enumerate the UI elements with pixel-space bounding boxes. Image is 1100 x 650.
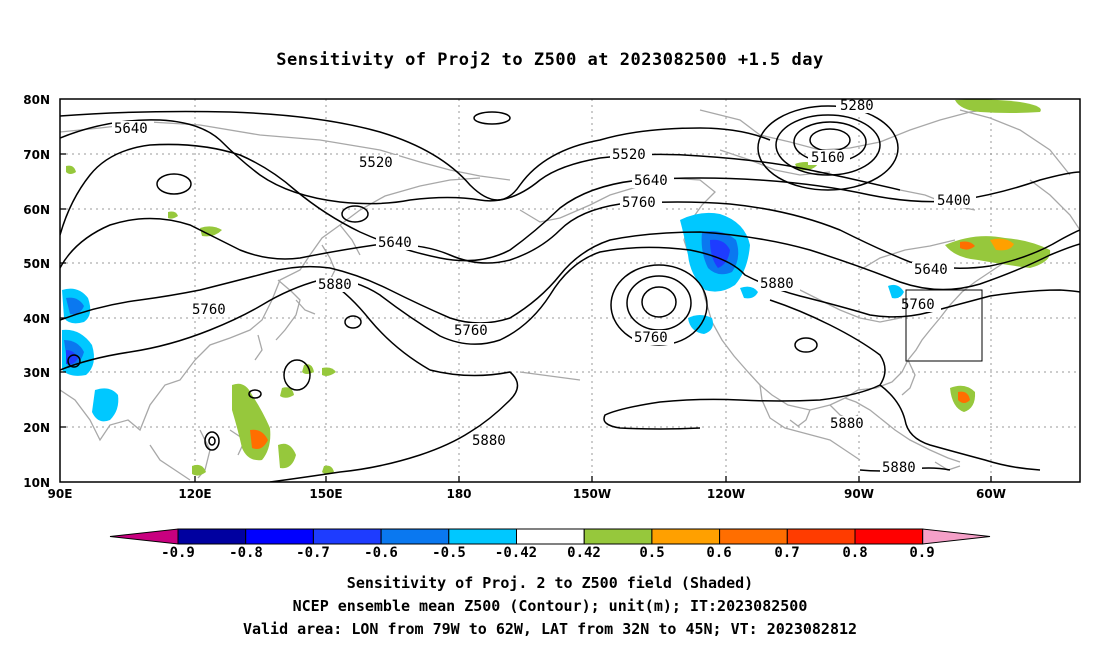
map-title: Sensitivity of Proj2 to Z500 at 20230825… — [276, 50, 824, 70]
caption-line-1: Sensitivity of Proj. 2 to Z500 field (Sh… — [346, 574, 754, 592]
coastlines — [60, 107, 1080, 481]
lon-label: 180 — [446, 487, 471, 501]
lon-label: 120W — [707, 487, 745, 501]
contour-labels: 5280 5160 5400 5520 5640 5760 5880 5640 … — [112, 98, 976, 476]
contour-label-5880d: 5880 — [828, 416, 870, 432]
contour-label-5760e: 5760 — [899, 297, 941, 313]
colorbar-swatch — [854, 528, 924, 545]
colorbar-labels: -0.9 -0.8 -0.7 -0.6 -0.5 -0.42 0.42 0.5 … — [161, 545, 935, 561]
colorbar — [109, 528, 991, 545]
colorbar-swatch — [245, 528, 314, 545]
longitude-labels: 90E 120E 150E 180 150W 120W 90W 60W — [48, 487, 1006, 501]
lat-label: 70N — [23, 148, 50, 162]
contour-label-5760b: 5760 — [190, 302, 232, 318]
svg-text:5760: 5760 — [454, 323, 488, 339]
lon-label: 150E — [309, 487, 342, 501]
axis-ticks — [60, 153, 992, 482]
lon-label: 120E — [178, 487, 211, 501]
valid-area-box — [905, 289, 983, 362]
contour-label-5760c: 5760 — [452, 323, 494, 339]
colorbar-swatch — [719, 528, 788, 545]
colorbar-label: -0.6 — [364, 545, 398, 561]
caption-line-2: NCEP ensemble mean Z500 (Contour); unit(… — [292, 597, 808, 615]
lat-label: 20N — [23, 421, 50, 435]
svg-text:5880: 5880 — [472, 433, 506, 449]
colorbar-swatch — [177, 528, 247, 545]
colorbar-label: -0.42 — [495, 545, 537, 561]
contour-label-5640d: 5640 — [912, 262, 954, 278]
colorbar-label: 0.42 — [567, 545, 601, 561]
contour-label-5640b: 5640 — [112, 121, 154, 137]
svg-text:5160: 5160 — [811, 150, 845, 166]
contour-label-5880b: 5880 — [316, 277, 358, 293]
lat-label: 40N — [23, 312, 50, 326]
colorbar-label: 0.5 — [639, 545, 664, 561]
colorbar-swatch — [312, 528, 382, 545]
svg-text:5280: 5280 — [840, 98, 874, 114]
contour-label-5880e: 5880 — [880, 460, 922, 476]
gridlines — [60, 99, 1080, 482]
contour-label-5640a: 5640 — [632, 173, 674, 189]
lat-label: 10N — [23, 476, 50, 490]
svg-text:5880: 5880 — [318, 277, 352, 293]
map-frame — [59, 98, 1081, 483]
colorbar-label: -0.9 — [161, 545, 195, 561]
svg-text:5880: 5880 — [882, 460, 916, 476]
colorbar-label: 0.9 — [909, 545, 934, 561]
colorbar-swatch — [651, 528, 721, 545]
svg-text:5640: 5640 — [914, 262, 948, 278]
colorbar-swatch — [448, 528, 517, 545]
svg-text:5640: 5640 — [114, 121, 148, 137]
lat-label: 50N — [23, 257, 50, 271]
colorbar-arrow-left — [109, 528, 179, 545]
svg-text:5400: 5400 — [937, 193, 971, 209]
contour-label-5760d: 5760 — [632, 330, 674, 346]
colorbar-swatch — [583, 528, 653, 545]
contour-label-5880c: 5880 — [470, 433, 512, 449]
lon-label: 60W — [976, 487, 1006, 501]
latitude-labels: 80N 70N 60N 50N 40N 30N 20N 10N — [23, 93, 50, 490]
colorbar-label: 0.8 — [842, 545, 867, 561]
svg-text:5880: 5880 — [760, 276, 794, 292]
svg-text:5880: 5880 — [830, 416, 864, 432]
contour-label-5520b: 5520 — [357, 155, 399, 171]
lat-label: 30N — [23, 366, 50, 380]
svg-text:5760: 5760 — [622, 195, 656, 211]
contour-label-5160: 5160 — [808, 150, 850, 166]
colorbar-swatch — [516, 528, 585, 545]
colorbar-swatch — [786, 528, 856, 545]
contour-label-5280: 5280 — [836, 98, 878, 114]
svg-text:5520: 5520 — [359, 155, 393, 171]
svg-text:5640: 5640 — [634, 173, 668, 189]
contour-label-5880a: 5880 — [758, 276, 800, 292]
contour-label-5400: 5400 — [934, 193, 976, 209]
colorbar-label: -0.7 — [296, 545, 330, 561]
colorbar-swatch — [380, 528, 450, 545]
svg-text:5760: 5760 — [634, 330, 668, 346]
svg-text:5760: 5760 — [192, 302, 226, 318]
contour-label-5760a: 5760 — [620, 195, 662, 211]
lat-label: 60N — [23, 203, 50, 217]
colorbar-label: 0.7 — [774, 545, 799, 561]
contour-label-5520a: 5520 — [610, 147, 652, 163]
lat-label: 80N — [23, 93, 50, 107]
z500-contours — [60, 105, 1080, 482]
contour-label-5640c: 5640 — [376, 235, 418, 251]
lon-label: 150W — [573, 487, 611, 501]
svg-text:5760: 5760 — [901, 297, 935, 313]
lon-label: 90E — [48, 487, 73, 501]
caption-line-3: Valid area: LON from 79W to 62W, LAT fro… — [242, 620, 858, 638]
colorbar-arrow-right — [922, 528, 991, 545]
svg-text:5640: 5640 — [378, 235, 412, 251]
colorbar-label: -0.5 — [432, 545, 466, 561]
svg-text:5520: 5520 — [612, 147, 646, 163]
colorbar-label: 0.6 — [706, 545, 731, 561]
colorbar-label: -0.8 — [229, 545, 263, 561]
lon-label: 90W — [844, 487, 874, 501]
